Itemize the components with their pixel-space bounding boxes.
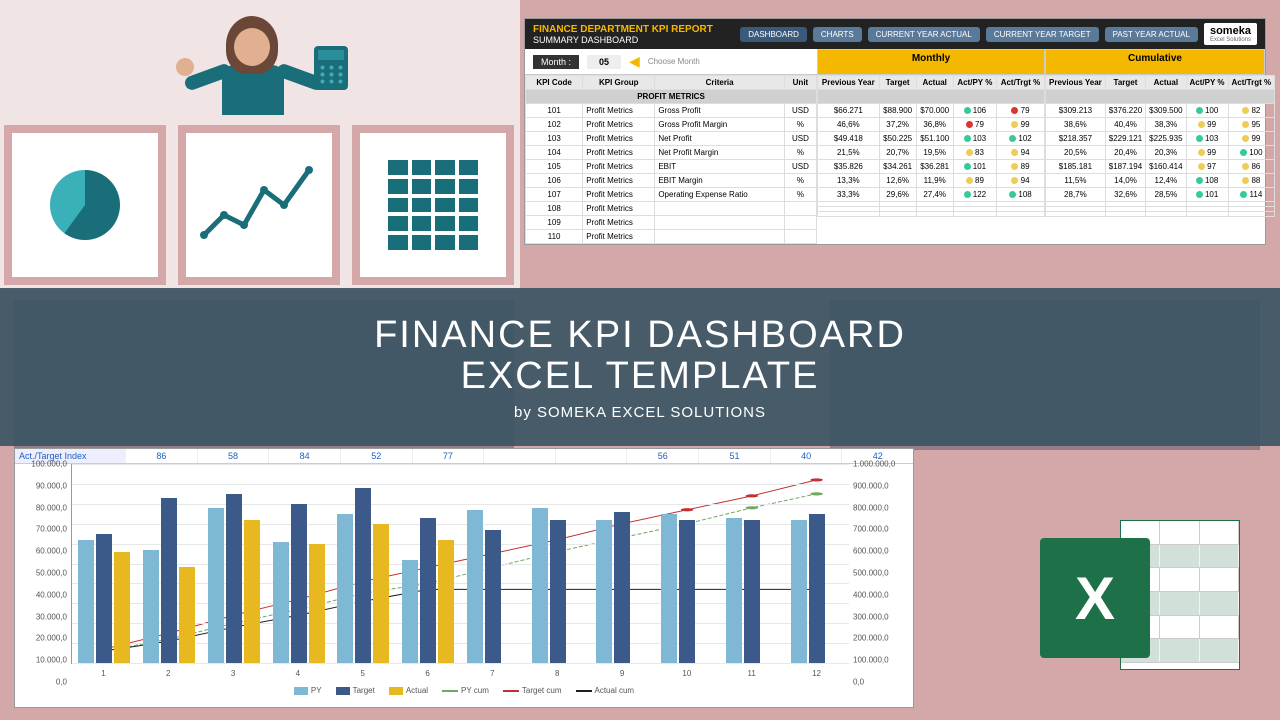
chart-plot (71, 464, 849, 664)
y-axis: 100.000,090.000,080.000,070.000,060.000,… (15, 464, 71, 682)
choose-month-hint: Choose Month (648, 57, 700, 66)
month-label: Month : (533, 55, 579, 69)
grid-card (352, 125, 514, 285)
legend-py: PY (311, 686, 322, 695)
legend-actualcum: Actual cum (595, 686, 635, 695)
kpi-table-monthly: Previous YearTargetActualAct/PY %Act/Trg… (817, 75, 1045, 217)
banner-line2: EXCEL TEMPLATE (461, 355, 820, 398)
someka-logo: someka Excel Solutions (1204, 23, 1257, 45)
kpi-table-cumulative: Previous YearTargetActualAct/PY %Act/Trg… (1045, 75, 1275, 217)
nav-py-actual[interactable]: PAST YEAR ACTUAL (1105, 27, 1198, 42)
pie-icon (50, 170, 120, 240)
nav-charts[interactable]: CHARTS (813, 27, 862, 42)
chart-legend: PY Target Actual PY cum Target cum Actua… (15, 682, 913, 699)
person-figure (180, 10, 340, 130)
y2-axis: 1.000.000,0900.000,0800.000,0700.000,060… (849, 464, 913, 682)
report-subtitle: SUMMARY DASHBOARD (533, 35, 713, 45)
illustration-panel (0, 0, 520, 290)
dashboard-header: FINANCE DEPARTMENT KPI REPORT SUMMARY DA… (525, 19, 1265, 49)
legend-targetcum: Target cum (522, 686, 562, 695)
line-card (178, 125, 340, 285)
dashboard-window: FINANCE DEPARTMENT KPI REPORT SUMMARY DA… (524, 18, 1266, 245)
index-row: Act./Target Index 865884527756514042 (15, 449, 913, 464)
chart-panel: Act./Target Index 865884527756514042 100… (14, 448, 914, 708)
grid-icon (388, 160, 478, 250)
month-arrow-icon[interactable]: ◀ (629, 53, 640, 70)
calculator-icon (314, 46, 348, 90)
monthly-header: Monthly (817, 49, 1045, 75)
excel-icon: X (1040, 510, 1240, 690)
line-icon (199, 160, 319, 250)
nav-dashboard[interactable]: DASHBOARD (740, 27, 807, 42)
month-value[interactable]: 05 (587, 55, 621, 69)
report-title: FINANCE DEPARTMENT KPI REPORT (533, 24, 713, 35)
title-banner: FINANCE KPI DASHBOARD EXCEL TEMPLATE by … (0, 288, 1280, 446)
nav-cy-target[interactable]: CURRENT YEAR TARGET (986, 27, 1099, 42)
banner-byline: by SOMEKA EXCEL SOLUTIONS (514, 404, 766, 421)
cumulative-header: Cumulative (1045, 49, 1265, 75)
nav-cy-actual[interactable]: CURRENT YEAR ACTUAL (868, 27, 980, 42)
banner-line1: FINANCE KPI DASHBOARD (374, 314, 906, 357)
legend-target: Target (353, 686, 375, 695)
kpi-table-left: KPI CodeKPI GroupCriteriaUnit PROFIT MET… (525, 75, 817, 244)
legend-pycum: PY cum (461, 686, 489, 695)
x-axis: 123456789101112 (71, 669, 849, 678)
pie-card (4, 125, 166, 285)
legend-actual: Actual (406, 686, 428, 695)
